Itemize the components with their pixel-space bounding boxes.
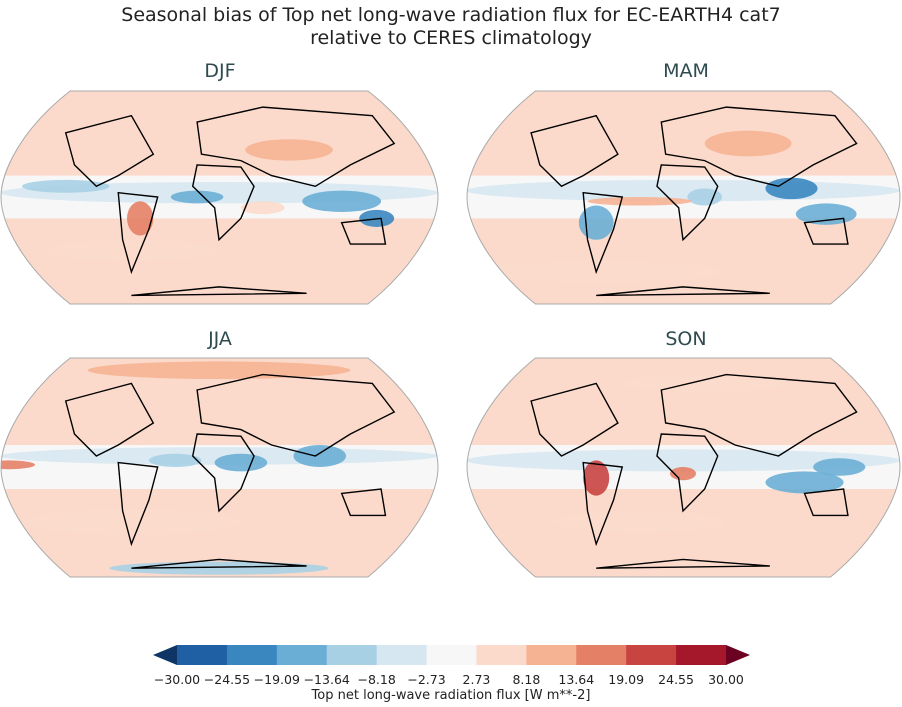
map-field	[1, 91, 438, 304]
coastline	[191, 433, 255, 513]
bias-contour	[687, 188, 723, 206]
colorbar-bin	[526, 645, 577, 665]
map-border	[0, 357, 439, 578]
colorbar-tick-label: 13.64	[558, 672, 595, 687]
panel-title-mam: MAM	[663, 60, 709, 82]
colorbar	[153, 645, 750, 665]
coastline	[64, 114, 155, 188]
coastline	[582, 191, 624, 275]
map-djf	[0, 90, 439, 305]
bias-contour	[293, 445, 347, 467]
bias-contour	[170, 190, 224, 204]
colorbar-tick-label: −24.55	[203, 672, 251, 687]
bias-contour	[669, 467, 697, 481]
coastline	[803, 217, 849, 245]
coastline	[530, 382, 619, 457]
colorbar-tick-label: −8.18	[357, 672, 396, 687]
bias-contour	[245, 139, 333, 161]
coastline	[131, 286, 307, 297]
coastline	[340, 488, 387, 517]
map-mam	[466, 90, 901, 305]
panel-title-djf: DJF	[204, 60, 236, 82]
bias-contour	[302, 190, 382, 212]
coastline	[196, 373, 396, 457]
colorbar-bin	[476, 645, 527, 665]
bias-contour	[467, 449, 900, 472]
coastline	[530, 114, 619, 188]
colorbar-tick-label: −19.09	[253, 672, 300, 687]
bias-contour	[587, 197, 692, 206]
colorbar-tick-label: −2.73	[407, 672, 446, 687]
coastline	[596, 558, 770, 569]
coastline	[340, 217, 387, 245]
colorbar-tick-label: 19.09	[608, 672, 645, 687]
map-field	[1, 358, 438, 577]
colorbar-bin	[326, 645, 378, 665]
coastline	[803, 488, 849, 517]
colorbar-tick-label: 30.00	[708, 672, 744, 687]
bias-contour	[583, 460, 610, 496]
bias-contour	[795, 203, 857, 225]
colorbar-over-arrow	[726, 645, 750, 665]
colorbar-bin	[376, 645, 428, 665]
map-jja	[0, 357, 439, 578]
map-border	[466, 90, 901, 305]
bias-contour	[765, 471, 844, 494]
map-border	[0, 90, 439, 305]
bias-contour	[21, 508, 241, 536]
bias-contour	[1, 460, 36, 470]
bias-contour	[704, 130, 792, 157]
colorbar-bin	[626, 645, 677, 665]
bias-contour	[240, 201, 285, 215]
colorbar-tick-label: 8.18	[512, 672, 541, 687]
colorbar-tick-label: −13.64	[303, 672, 350, 687]
bias-contour	[578, 205, 614, 240]
bias-contour	[617, 374, 792, 393]
map-son	[466, 357, 901, 578]
map-border	[466, 357, 901, 578]
bias-contour	[87, 361, 351, 379]
coastline	[117, 191, 159, 275]
panel-title-jja: JJA	[208, 328, 232, 350]
colorbar-bin	[576, 645, 627, 665]
bias-contour	[21, 179, 110, 193]
bias-contour	[127, 201, 154, 236]
colorbar-bin	[177, 645, 228, 665]
figure-title-line1: Seasonal bias of Top net long-wave radia…	[121, 4, 781, 26]
colorbar-under-arrow	[153, 645, 177, 665]
bias-contour	[214, 453, 268, 472]
coastline	[656, 433, 719, 513]
colorbar-bin	[426, 645, 477, 665]
coastline	[656, 164, 719, 242]
figure-title-line2: relative to CERES climatology	[310, 27, 592, 49]
map-field	[467, 91, 900, 304]
coastline	[191, 164, 255, 242]
colorbar-label: Top net long-wave radiation flux [W m**-…	[311, 688, 591, 703]
coastline	[582, 461, 624, 547]
coastline	[596, 286, 770, 297]
map-field	[467, 358, 900, 577]
coastline	[64, 382, 155, 457]
bias-contour	[813, 458, 866, 476]
colorbar-tick-label: 2.73	[462, 672, 491, 687]
coastline	[131, 558, 307, 569]
bias-contour	[467, 179, 900, 202]
colorbar-bin	[226, 645, 278, 665]
panel-title-son: SON	[665, 328, 707, 350]
bias-contour	[552, 511, 727, 533]
coastline	[660, 373, 858, 457]
coastline	[660, 106, 858, 188]
colorbar-tick-label: 24.55	[658, 672, 694, 687]
coastline	[196, 106, 396, 188]
coastline	[117, 461, 159, 547]
bias-contour	[765, 177, 818, 200]
colorbar-bin	[276, 645, 328, 665]
colorbar-bin	[676, 645, 727, 665]
bias-contour	[148, 453, 202, 467]
colorbar-tick-label: −30.00	[153, 672, 201, 687]
bias-contour	[43, 239, 220, 262]
